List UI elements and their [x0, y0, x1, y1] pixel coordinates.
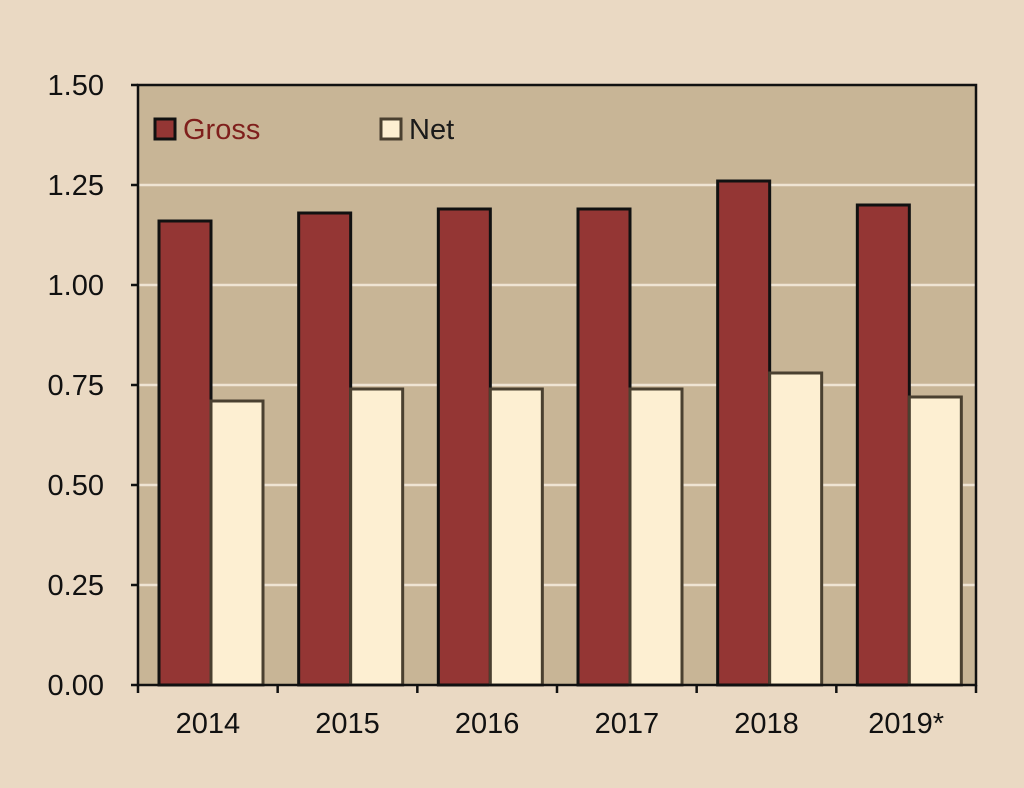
y-tick-label: 0.50 — [48, 470, 104, 502]
legend-swatch-gross — [153, 117, 177, 141]
bar-gross-2016 — [436, 207, 492, 687]
legend: Gross Net — [153, 114, 454, 146]
legend-swatch-net — [379, 117, 403, 141]
y-tick-label: 1.50 — [48, 70, 104, 102]
x-axis: 2014 2015 2016 2017 2018 2019* — [136, 685, 978, 740]
legend-label-net: Net — [409, 114, 454, 146]
bar-net-2017 — [628, 387, 684, 687]
bar-net-2014 — [209, 399, 265, 687]
bar-net-2018 — [768, 371, 824, 687]
bar-gross-2017 — [576, 207, 632, 687]
x-tick-label: 2015 — [315, 708, 380, 740]
y-tick-label: 0.75 — [48, 370, 104, 402]
bar-net-2015 — [349, 387, 405, 687]
gridlines — [138, 183, 976, 587]
bars — [157, 179, 963, 687]
y-tick-label: 0.00 — [48, 670, 104, 702]
legend-label-gross: Gross — [183, 114, 260, 146]
y-tick-label: 0.25 — [48, 570, 104, 602]
bar-net-2019 — [907, 395, 963, 687]
bar-net-2016 — [488, 387, 544, 687]
x-tick-label: 2017 — [595, 708, 660, 740]
bar-gross-2019 — [855, 203, 911, 687]
bar-gross-2018 — [716, 179, 772, 687]
bar-gross-2014 — [157, 219, 213, 687]
y-axis: 0.00 0.25 0.50 0.75 1.00 1.25 1.50 — [48, 70, 138, 702]
x-tick-label: 2014 — [176, 708, 241, 740]
x-tick-label: 2018 — [734, 708, 799, 740]
y-tick-label: 1.25 — [48, 170, 104, 202]
bar-gross-2015 — [297, 211, 353, 687]
y-tick-label: 1.00 — [48, 270, 104, 302]
x-tick-label: 2019* — [868, 708, 944, 740]
x-tick-label: 2016 — [455, 708, 520, 740]
